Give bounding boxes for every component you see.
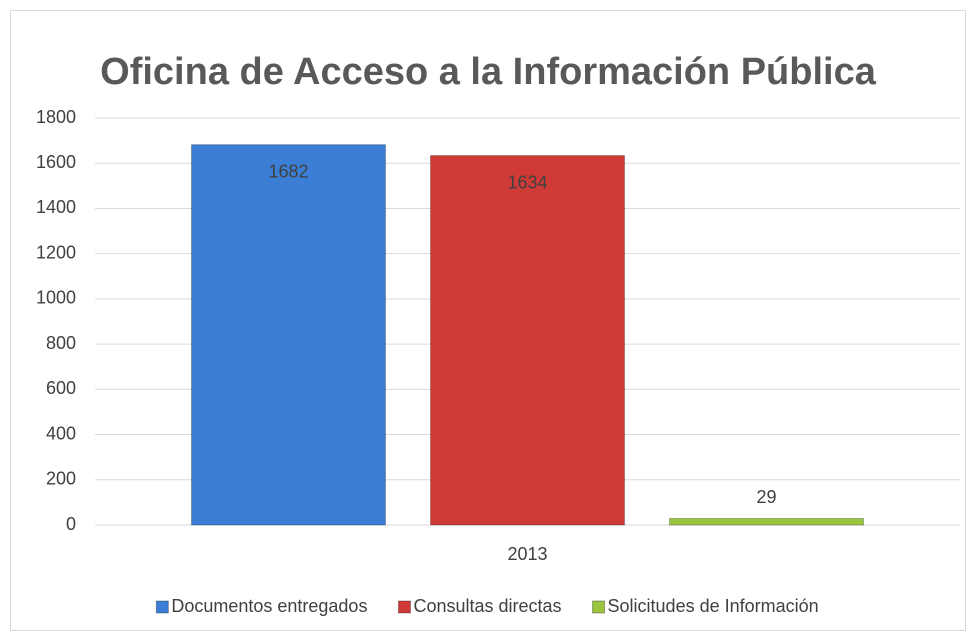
data-label: 1634 (507, 172, 547, 192)
legend-marker (592, 600, 606, 614)
legend-label: Documentos entregados (171, 596, 367, 616)
y-tick-label: 600 (46, 378, 76, 398)
legend-label: Consultas directas (413, 596, 561, 616)
bar (430, 155, 625, 526)
y-tick-label: 1600 (36, 152, 76, 172)
data-label: 1682 (268, 161, 308, 181)
x-tick-label: 2013 (507, 544, 547, 564)
bar (191, 144, 386, 526)
y-tick-label: 1000 (36, 288, 76, 308)
y-tick-label: 1200 (36, 242, 76, 262)
legend-marker (397, 600, 411, 614)
y-tick-label: 400 (46, 423, 76, 443)
chart-title: Oficina de Acceso a la Información Públi… (100, 51, 877, 93)
legend-label: Solicitudes de Información (608, 596, 819, 616)
y-tick-label: 0 (66, 514, 76, 534)
y-tick-label: 800 (46, 333, 76, 353)
y-tick-label: 200 (46, 469, 76, 489)
y-tick-label: 1400 (36, 197, 76, 217)
legend-marker (155, 600, 169, 614)
y-tick-label: 1800 (36, 107, 76, 127)
bar (669, 517, 864, 526)
data-label: 29 (756, 487, 776, 507)
